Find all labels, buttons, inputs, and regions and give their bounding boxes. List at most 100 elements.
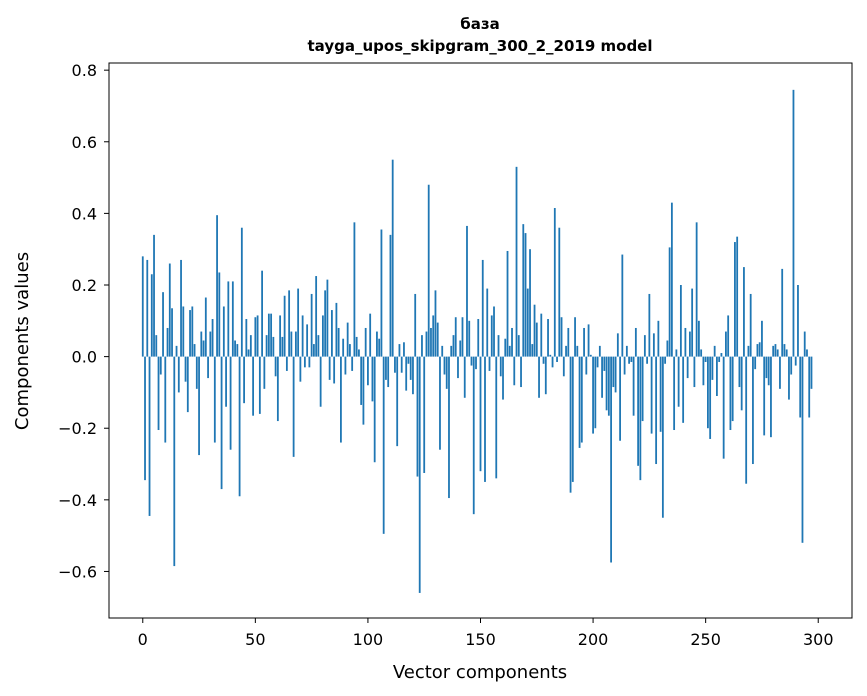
bar	[765, 356, 768, 379]
bar	[544, 356, 547, 395]
bar	[785, 349, 788, 357]
bar	[585, 356, 588, 375]
bar	[209, 331, 212, 357]
bar	[707, 356, 709, 429]
bar	[607, 356, 610, 416]
bar	[616, 333, 619, 357]
bar	[567, 327, 570, 357]
chart-title: база	[460, 15, 499, 33]
bar	[466, 225, 468, 357]
bar	[490, 315, 493, 357]
bar	[249, 335, 252, 357]
bar	[497, 335, 500, 357]
bar	[146, 259, 149, 357]
bar	[407, 356, 410, 364]
bar	[378, 338, 381, 357]
bar	[781, 268, 784, 357]
bar	[265, 335, 268, 357]
bar	[180, 259, 182, 357]
bar	[698, 320, 700, 357]
y-tick-label: −0.2	[58, 419, 97, 438]
bar	[227, 281, 230, 357]
bar	[808, 356, 811, 418]
bar	[202, 340, 205, 357]
bar	[538, 356, 540, 398]
bar	[621, 254, 624, 357]
bar	[240, 227, 243, 357]
bar	[682, 356, 685, 423]
bar	[461, 317, 464, 357]
bar	[207, 356, 209, 379]
bar	[749, 293, 752, 357]
bar	[533, 304, 536, 357]
bar	[803, 331, 806, 357]
bar	[229, 356, 232, 450]
bar	[745, 356, 748, 484]
bars-group	[141, 89, 813, 593]
bar	[718, 356, 721, 362]
y-tick-label: 0.6	[72, 133, 97, 152]
bar	[650, 356, 653, 434]
bar	[231, 281, 234, 357]
bar	[200, 331, 203, 357]
bar	[763, 356, 766, 436]
bar	[193, 344, 196, 357]
bar	[252, 356, 254, 416]
bar	[571, 356, 574, 482]
bar	[173, 356, 176, 567]
bar	[641, 356, 644, 422]
bar	[394, 356, 396, 373]
bar	[141, 256, 144, 357]
bar	[484, 356, 486, 482]
bar	[409, 356, 412, 380]
bar	[308, 356, 311, 368]
bar	[157, 356, 160, 431]
bar	[535, 322, 538, 357]
bar	[175, 345, 178, 357]
bar	[340, 356, 342, 443]
bar	[661, 356, 664, 518]
bar	[144, 356, 146, 481]
bar	[236, 344, 239, 357]
bar	[479, 356, 482, 472]
x-tick-label: 300	[803, 630, 834, 649]
bar	[799, 356, 802, 418]
bar	[216, 215, 218, 357]
bar	[317, 335, 320, 357]
bar	[736, 236, 739, 357]
y-tick-label: 0.8	[72, 61, 97, 80]
bar	[412, 356, 414, 395]
bar	[189, 310, 191, 357]
bar	[272, 336, 275, 357]
bar	[373, 356, 376, 463]
bar	[328, 356, 331, 380]
bar	[578, 356, 581, 448]
bar	[679, 285, 682, 357]
bar	[632, 356, 635, 416]
bar	[418, 356, 421, 593]
bar	[695, 222, 698, 357]
bar	[218, 272, 221, 357]
bar	[810, 356, 813, 389]
bar	[279, 315, 282, 357]
bar	[614, 356, 617, 393]
bar	[162, 292, 164, 357]
bar	[596, 356, 599, 368]
bar	[713, 345, 716, 357]
bar	[801, 356, 804, 543]
bar	[540, 313, 543, 357]
bar	[382, 356, 385, 534]
bar	[790, 356, 793, 375]
bar	[711, 356, 714, 380]
bar	[385, 356, 387, 380]
bar	[720, 353, 723, 357]
bar	[477, 319, 480, 357]
bar	[238, 356, 241, 497]
bar	[508, 345, 511, 357]
bar	[594, 356, 597, 429]
bar	[756, 344, 759, 357]
bar	[783, 344, 786, 357]
bar	[164, 356, 167, 443]
bar	[472, 356, 475, 515]
